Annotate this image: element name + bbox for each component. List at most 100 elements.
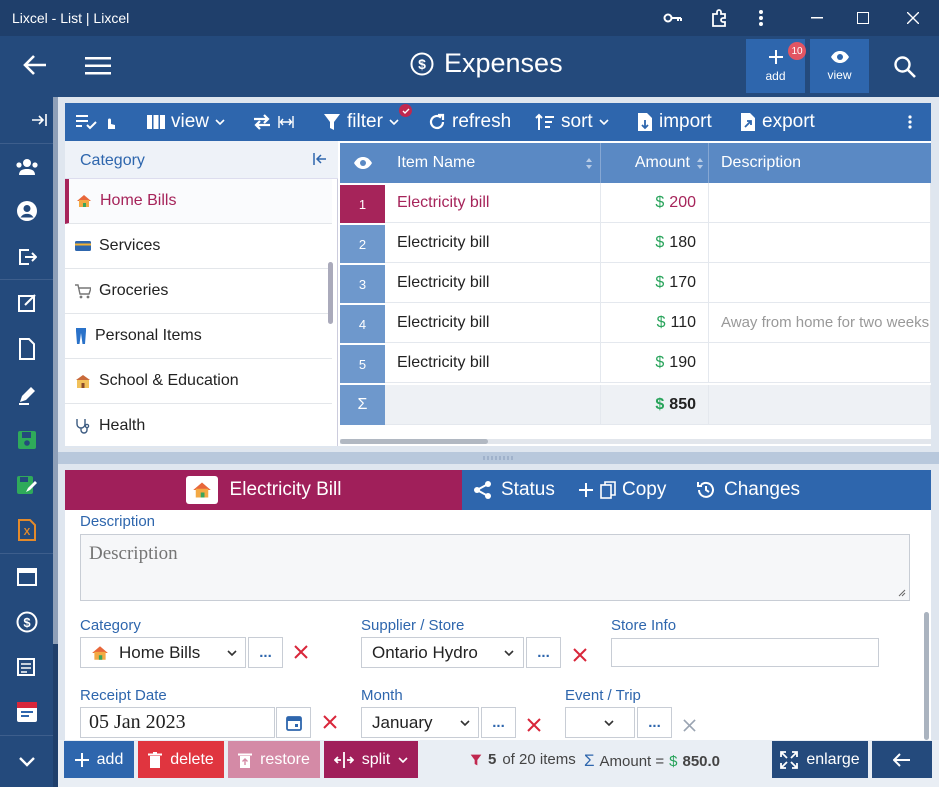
header-add-button[interactable]: add 10 xyxy=(746,39,806,93)
calendar-app-icon[interactable] xyxy=(0,692,53,732)
description-textarea[interactable] xyxy=(80,534,910,601)
delete-button[interactable]: delete xyxy=(138,741,224,778)
search-icon[interactable] xyxy=(893,55,917,79)
collapse-back-button[interactable] xyxy=(872,741,932,778)
split-button[interactable]: split xyxy=(324,741,418,778)
cell-description[interactable]: Away from home for two weeks xyxy=(709,303,931,343)
grid-view-toggle[interactable] xyxy=(340,143,385,183)
supplier-more-button[interactable]: ... xyxy=(526,637,561,668)
cell-amount[interactable]: $110 xyxy=(601,303,709,343)
category-more-button[interactable]: ... xyxy=(248,637,283,668)
extensions-icon[interactable] xyxy=(696,0,742,36)
category-select[interactable]: Home Bills xyxy=(80,637,246,668)
event-trip-select[interactable] xyxy=(565,707,635,738)
save-icon[interactable] xyxy=(0,420,53,460)
calendar-button[interactable] xyxy=(276,707,311,738)
add-button[interactable]: add xyxy=(64,741,134,778)
export-button[interactable]: export xyxy=(740,103,815,141)
row-number[interactable]: 5 xyxy=(340,345,385,383)
category-clear-icon[interactable] xyxy=(294,645,308,659)
row-number[interactable]: 4 xyxy=(340,305,385,343)
resize-grip-icon[interactable] xyxy=(896,587,906,597)
excel-icon[interactable]: X xyxy=(0,510,53,550)
category-item-health[interactable]: Health xyxy=(65,404,332,449)
tab-copy[interactable]: Copy xyxy=(578,470,666,510)
cell-amount[interactable]: $200 xyxy=(601,183,709,223)
account-icon[interactable] xyxy=(0,191,53,231)
event-clear-icon[interactable] xyxy=(683,719,696,732)
pen-icon[interactable] xyxy=(0,375,53,415)
cell-description[interactable] xyxy=(709,183,931,223)
store-info-input[interactable] xyxy=(611,638,879,667)
refresh-button[interactable]: refresh xyxy=(428,103,511,141)
filter-button[interactable]: filter xyxy=(323,103,412,141)
month-select[interactable]: January xyxy=(361,707,479,738)
cell-item-name[interactable]: Electricity bill xyxy=(385,303,601,343)
back-arrow-icon[interactable] xyxy=(22,53,48,77)
column-header-item-name[interactable]: Item Name xyxy=(385,143,601,183)
swap-columns-button[interactable] xyxy=(252,103,294,141)
logout-icon[interactable] xyxy=(0,237,53,277)
receipt-date-clear-icon[interactable] xyxy=(323,715,337,729)
panel-splitter[interactable] xyxy=(58,452,939,464)
report-icon[interactable] xyxy=(0,647,53,687)
supplier-clear-icon[interactable] xyxy=(573,648,587,662)
maximize-icon[interactable] xyxy=(840,0,886,36)
sidebar-scrollbar[interactable] xyxy=(53,97,58,644)
detail-title-tab[interactable]: Electricity Bill xyxy=(65,470,462,510)
window-icon[interactable] xyxy=(0,557,53,597)
month-more-button[interactable]: ... xyxy=(481,707,516,738)
cell-item-name[interactable]: Electricity bill xyxy=(385,183,601,223)
category-item-home-bills[interactable]: Home Bills xyxy=(65,179,332,224)
chevron-down-icon[interactable] xyxy=(0,742,53,782)
row-number[interactable]: 2 xyxy=(340,225,385,263)
view-menu-button[interactable]: view xyxy=(147,103,225,141)
row-number[interactable]: 1 xyxy=(340,185,385,223)
receipt-date-input[interactable]: 05 Jan 2023 xyxy=(80,707,275,738)
cell-description[interactable] xyxy=(709,263,931,303)
category-item-groceries[interactable]: Groceries xyxy=(65,269,332,314)
category-item-school[interactable]: School & Education xyxy=(65,359,332,404)
import-button[interactable]: import xyxy=(637,103,712,141)
event-more-button[interactable]: ... xyxy=(637,707,672,738)
row-number[interactable]: 3 xyxy=(340,265,385,303)
key-icon[interactable] xyxy=(650,0,696,36)
column-header-amount[interactable]: Amount xyxy=(601,143,709,183)
header-view-button[interactable]: view xyxy=(810,39,869,93)
enlarge-button[interactable]: enlarge xyxy=(772,741,868,778)
cell-description[interactable] xyxy=(709,223,931,263)
currency-symbol: $ xyxy=(655,273,665,291)
users-icon[interactable] xyxy=(0,147,53,187)
grid-scroll-thumb[interactable] xyxy=(340,439,488,444)
save-edit-icon[interactable] xyxy=(0,465,53,505)
minimize-icon[interactable] xyxy=(794,0,840,36)
expand-sidebar-icon[interactable] xyxy=(12,100,65,140)
more-vertical-icon[interactable] xyxy=(738,0,784,36)
toolbar-more-icon[interactable] xyxy=(908,103,912,141)
edit-external-icon[interactable] xyxy=(0,283,53,323)
tab-changes[interactable]: Changes xyxy=(696,470,800,510)
cell-description[interactable] xyxy=(709,343,931,383)
cell-item-name[interactable]: Electricity bill xyxy=(385,343,601,383)
category-scrollbar[interactable] xyxy=(328,262,333,324)
month-clear-icon[interactable] xyxy=(527,718,541,732)
sort-button[interactable]: sort xyxy=(535,103,609,141)
category-item-personal[interactable]: Personal Items xyxy=(65,314,332,359)
cell-amount[interactable]: $180 xyxy=(601,223,709,263)
detail-scrollbar[interactable] xyxy=(924,612,929,740)
category-item-services[interactable]: Services xyxy=(65,224,332,269)
document-icon[interactable] xyxy=(0,329,53,369)
cell-amount[interactable]: $170 xyxy=(601,263,709,303)
select-mode-button[interactable] xyxy=(75,103,117,141)
column-header-description[interactable]: Description xyxy=(709,143,931,183)
cell-item-name[interactable]: Electricity bill xyxy=(385,263,601,303)
collapse-panel-icon[interactable] xyxy=(313,153,327,165)
tab-status[interactable]: Status xyxy=(473,470,555,510)
currency-icon[interactable]: $ xyxy=(0,602,53,642)
supplier-select[interactable]: Ontario Hydro xyxy=(361,637,524,668)
cell-item-name[interactable]: Electricity bill xyxy=(385,223,601,263)
cell-amount[interactable]: $190 xyxy=(601,343,709,383)
restore-button[interactable]: restore xyxy=(228,741,320,778)
menu-icon[interactable] xyxy=(85,56,111,76)
close-icon[interactable] xyxy=(890,0,936,36)
